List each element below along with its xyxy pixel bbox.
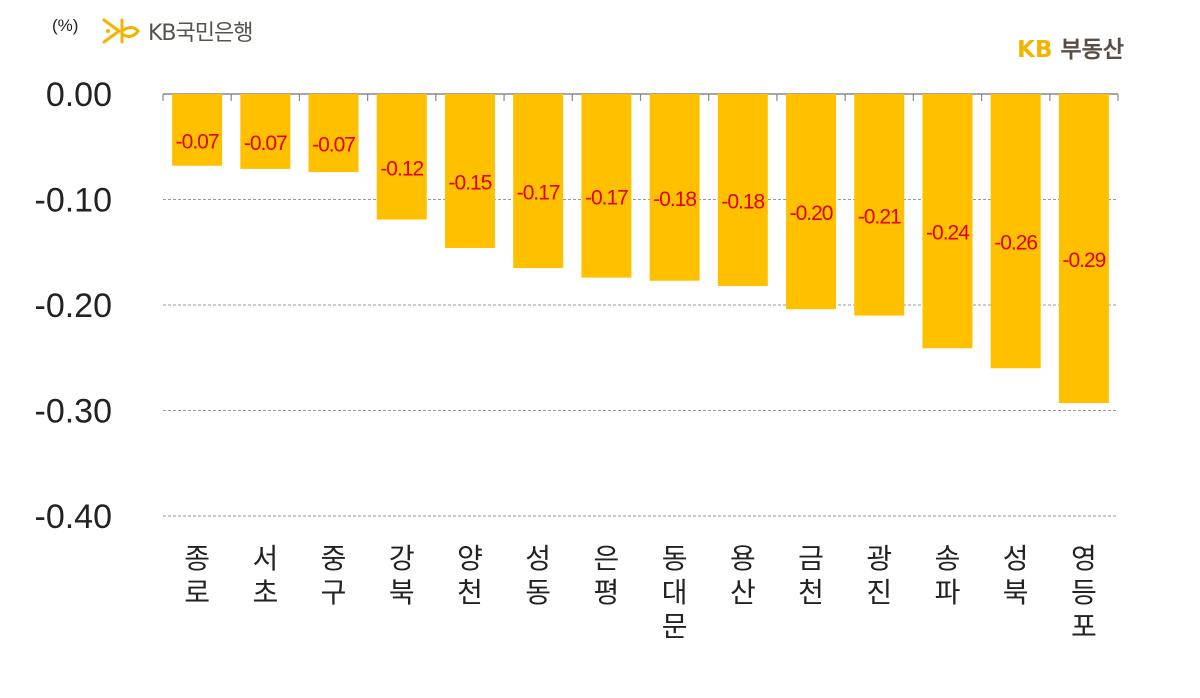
data-label: -0.18 <box>653 188 696 211</box>
bar <box>717 94 768 287</box>
data-label: -0.17 <box>585 186 628 209</box>
data-label: -0.07 <box>312 134 355 157</box>
bar <box>786 94 837 310</box>
bar <box>1058 94 1109 404</box>
y-tick-label: 0.00 <box>46 76 112 114</box>
data-label: -0.26 <box>994 232 1037 255</box>
y-tick-label: -0.20 <box>35 287 113 325</box>
y-tick-label: -0.40 <box>35 498 113 536</box>
data-label: -0.20 <box>790 202 833 225</box>
bar <box>513 94 564 269</box>
kb-realty-logo-text: 부동산 <box>1060 37 1124 63</box>
bar <box>376 94 427 220</box>
data-label: -0.21 <box>858 205 901 228</box>
data-label: -0.15 <box>449 172 492 195</box>
data-label: -0.07 <box>176 130 219 153</box>
bar <box>854 94 905 316</box>
data-label: -0.18 <box>721 191 764 214</box>
data-label: -0.12 <box>380 157 423 180</box>
kb-realty-logo-kb: KB <box>1017 37 1053 63</box>
bar <box>308 94 359 173</box>
bar <box>922 94 973 349</box>
unit-label: (%) <box>52 16 79 35</box>
kb-realty-logo: KB 부동산 <box>1017 30 1124 64</box>
bar <box>649 94 700 281</box>
bar <box>172 94 223 166</box>
bar <box>444 94 495 249</box>
data-label: -0.24 <box>926 222 970 245</box>
data-label: -0.07 <box>244 132 287 155</box>
kb-star-icon <box>102 18 140 44</box>
data-label: -0.17 <box>517 182 560 205</box>
bar <box>240 94 291 169</box>
y-tick-label: -0.30 <box>35 393 113 431</box>
bar <box>990 94 1041 369</box>
data-label: -0.29 <box>1062 249 1105 272</box>
bar <box>581 94 632 278</box>
kb-bank-logo-text: KB국민은행 <box>148 21 253 46</box>
kb-bank-logo: KB국민은행 <box>102 14 253 48</box>
y-tick-label: -0.10 <box>35 182 113 220</box>
